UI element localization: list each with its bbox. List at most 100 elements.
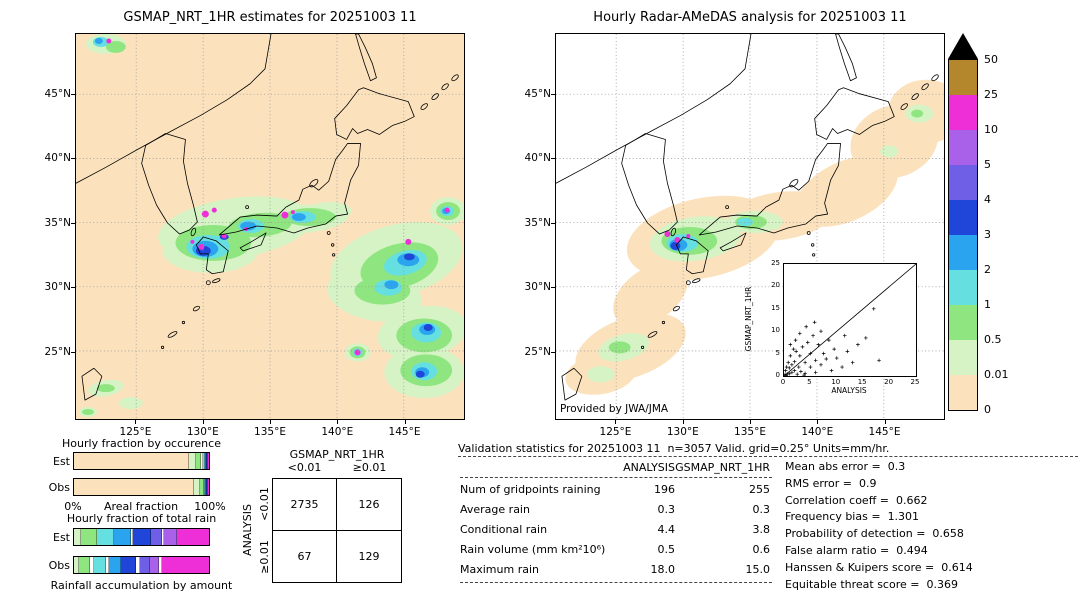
fraction-segment [161,529,165,545]
colorbar-tick-label: 50 [984,53,998,66]
fraction-segment [150,529,162,545]
gsmap-map-canvas [75,33,467,420]
scatter-point [792,359,797,364]
score-line: Hanssen & Kuipers score = 0.614 [785,560,973,574]
scatter-point [784,365,789,369]
colorbar-tick-label: 0 [984,403,991,416]
lon-tick-mark [884,420,886,424]
gsmap-column-header: GSMAP_NRT_1HR [675,460,770,474]
gsmap-value: 15.0 [745,562,771,576]
scatter-point [816,342,821,347]
validation-row: Rain volume (mm km²10⁶) 0.5 0.6 [460,539,772,559]
fraction-segment [208,453,209,469]
scatter-point [787,366,792,370]
precip-shading-gsmap [403,253,415,261]
precip-shading-gsmap [290,210,295,215]
fraction-segment [189,453,196,469]
fraction-segment [96,529,115,545]
score-line: RMS error = 0.9 [785,476,877,490]
analysis-value: 0.3 [657,502,676,516]
scatter-point [796,365,801,369]
precip-shading-gsmap [106,38,450,356]
lat-tick-mark [71,222,75,224]
fraction-segment [208,479,209,495]
score-label: RMS error [785,476,840,490]
fraction-segment [161,557,209,573]
inset-x-axis-label: ANALYSIS [831,386,867,395]
fraction-segment [94,557,107,573]
scatter-point [785,372,789,377]
scatter-point [804,324,808,329]
gsmap-value: 255 [749,482,770,496]
analysis-value: 0.5 [657,542,676,556]
colorbar-tick-label: 25 [984,88,998,101]
contingency-cell: 67 [273,530,337,582]
contingency-row-axis: ANALYSIS [241,504,254,556]
contingency-row-label: <0.01 [258,487,271,521]
score-label: Hanssen & Kuipers score [785,560,922,574]
scatter-point [799,369,803,374]
scatter-point [798,331,802,336]
fraction-segment [164,529,177,545]
precip-shading-gsmap [384,280,399,290]
colorbar-tick-label: 5 [984,158,991,171]
lat-tick-mark [551,351,555,353]
precip-shading-radar [670,241,681,250]
lat-tick-label: 25°N [524,345,551,358]
validation-row-label: Maximum rain [460,562,539,576]
validation-row-label: Average rain [460,502,530,516]
fraction-bar-occurrence_obs [73,478,210,496]
lon-tick-label: 135°E [254,426,286,438]
fraction-segment [121,557,137,573]
contingency-grid: 2735 126 67 129 [272,478,402,583]
colorbar [948,59,978,411]
lon-tick-label: 125°E [119,426,152,438]
fraction-segment [193,479,200,495]
score-label: Frequency bias [785,510,868,524]
areal-axis-title: Areal fraction [103,500,179,513]
lat-tick-mark [71,287,75,289]
scatter-point [788,354,793,358]
lat-tick-label: 35°N [524,216,551,229]
scatter-point [811,333,815,338]
lon-tick-mark [682,420,684,424]
precip-shading-gsmap [190,239,195,244]
lon-tick-mark [404,420,406,424]
colorbar-tick-label: 0.01 [984,368,1009,381]
precip-shading-gsmap [423,323,433,331]
lat-tick-mark [551,287,555,289]
inset-y-tick-label: 10 [771,326,780,335]
inset-x-tick-label: 25 [910,378,920,386]
precip-shading-gsmap [211,207,217,213]
validation-header-row: ANALYSIS GSMAP_NRT_1HR [460,459,772,475]
fraction-segment [80,529,97,545]
lat-tick-label: 30°N [524,281,551,294]
scatter-point [800,345,805,349]
colorbar-segment [949,95,977,130]
precip-shading-gsmap [105,40,126,53]
colorbar-tick-label: 3 [984,228,991,241]
scatter-point [827,338,831,342]
colorbar-segment [949,130,977,165]
gsmap-value: 0.3 [752,502,771,516]
inset-x-tick-label: 5 [807,378,812,386]
contingency-col-label: ≥0.01 [352,461,387,474]
lon-tick-mark [135,420,137,424]
scatter-point [821,351,826,356]
lat-tick-mark [551,222,555,224]
precip-shading-radar [608,341,631,354]
precip-shading-radar [880,145,899,158]
inset-x-tick-label: 15 [857,378,867,386]
precip-shading-gsmap [415,370,425,378]
precip-shading-gsmap [198,243,205,250]
scatter-point [808,351,813,356]
areal-axis-max: 100% [194,500,226,513]
scatter-point [832,347,836,351]
divider-line [460,477,772,478]
lon-tick-mark [615,420,617,424]
inset-x-tick-label: 10 [831,378,841,386]
scatter-point [798,354,802,358]
fraction-segment [206,479,208,495]
fraction-segment [136,557,141,573]
accumulation-label: Rainfall accumulation by amount [50,579,233,592]
